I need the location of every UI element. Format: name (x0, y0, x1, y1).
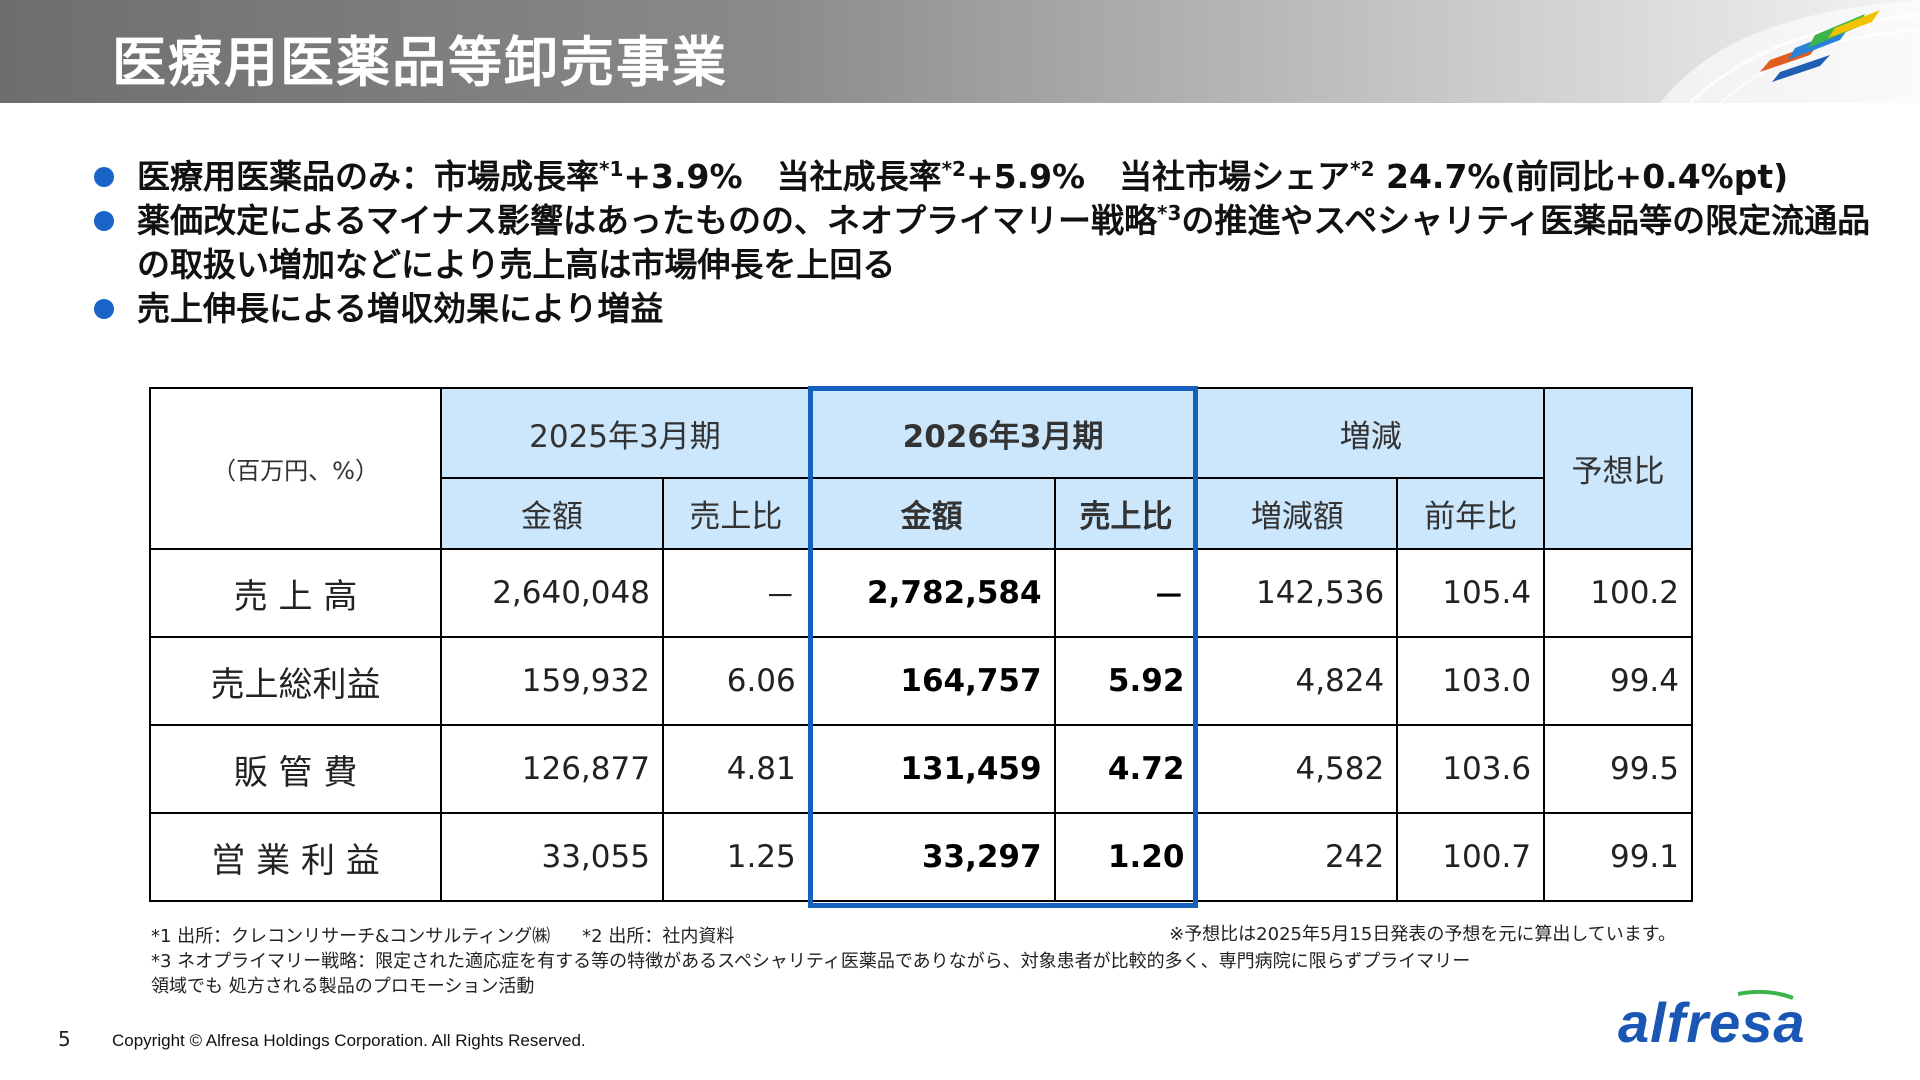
prev-amount-header: 金額 (440, 477, 664, 550)
slide-header: 医療用医薬品等卸売事業 (0, 0, 1920, 103)
page-title: 医療用医薬品等卸売事業 (112, 31, 728, 94)
prev-ratio-cell: － (661, 548, 810, 638)
row-label: 売 上 高 (148, 548, 443, 638)
change-header: 増減 (1196, 387, 1546, 479)
yoy-cell: 105.4 (1396, 548, 1546, 638)
period-prev-header: 2025年3月期 (440, 387, 810, 479)
prev-amount-cell: 2,640,048 (440, 548, 664, 638)
change-amount-cell: 142,536 (1196, 548, 1399, 638)
table-subheader-row: 金額 売上比 金額 売上比 増減額 前年比 (150, 477, 1692, 550)
curr-amount-cell: 164,757 (807, 636, 1056, 726)
forecast-cell: 99.4 (1543, 636, 1693, 726)
prev-amount-cell: 126,877 (440, 724, 664, 814)
prev-amount-cell: 159,932 (440, 636, 664, 726)
yoy-cell: 100.7 (1396, 812, 1546, 902)
logo-text: alfresa (1618, 991, 1806, 1054)
footnote-1: *1 出所：クレコンリサーチ&コンサルティング㈱ (151, 926, 551, 947)
row-label: 売上総利益 (148, 636, 443, 726)
bullet-dot-icon (94, 211, 114, 231)
company-logo: alfresa (1618, 990, 1838, 1060)
footnotes: *1 出所：クレコンリサーチ&コンサルティング㈱ *2 出所：社内資料 *3 ネオ… (151, 924, 1470, 999)
forecast-ratio-header: 予想比 (1543, 387, 1693, 550)
curr-ratio-header: 売上比 (1053, 477, 1199, 550)
prev-amount-cell: 33,055 (440, 812, 664, 902)
forecast-cell: 99.1 (1543, 812, 1693, 902)
prev-ratio-cell: 6.06 (661, 636, 810, 726)
forecast-cell: 100.2 (1543, 548, 1693, 638)
forecast-note: ※予想比は2025年5月15日発表の予想を元に算出しています。 (1169, 924, 1676, 945)
table-header-row: （百万円、%） 2025年3月期 2026年3月期 増減 予想比 (148, 387, 1693, 550)
bullet-sales-strategy: 薬価改定によるマイナス影響はあったものの、ネオプライマリー戦略*3の推進やスペシ… (92, 199, 1892, 287)
header-decoration-icon (1660, 0, 1920, 103)
bullet-dot-icon (94, 167, 114, 187)
row-label: 営 業 利 益 (148, 812, 443, 902)
footnote-3-line2: 領域でも 処方される製品のプロモーション活動 (151, 976, 535, 997)
prev-ratio-cell: 1.25 (661, 812, 810, 902)
curr-ratio-cell: 5.92 (1053, 636, 1199, 726)
yoy-cell: 103.6 (1396, 724, 1546, 814)
curr-ratio-cell: 4.72 (1053, 724, 1199, 814)
prev-ratio-cell: 4.81 (661, 724, 810, 814)
table-row: 売上総利益 159,932 6.06 164,757 5.92 4,824 10… (148, 636, 1693, 726)
curr-ratio-cell: 1.20 (1053, 812, 1199, 902)
curr-amount-header: 金額 (807, 477, 1056, 550)
row-label: 販 管 費 (148, 724, 443, 814)
page-number: 5 (58, 1027, 71, 1051)
table-row: 営 業 利 益 33,055 1.25 33,297 1.20 242 100.… (148, 812, 1693, 902)
summary-bullets: 医療用医薬品のみ：市場成長率*1+3.9% 当社成長率*2+5.9% 当社市場シェア… (92, 155, 1892, 331)
forecast-cell: 99.5 (1543, 724, 1693, 814)
copyright: Copyright © Alfresa Holdings Corporation… (112, 1031, 586, 1050)
table-row: 販 管 費 126,877 4.81 131,459 4.72 4,582 10… (148, 724, 1693, 814)
prev-ratio-header: 売上比 (661, 477, 810, 550)
yoy-cell: 103.0 (1396, 636, 1546, 726)
yoy-header: 前年比 (1396, 477, 1546, 550)
curr-amount-cell: 2,782,584 (807, 548, 1056, 638)
curr-ratio-cell: － (1053, 548, 1199, 638)
bullet-profit: 売上伸長による増収効果により増益 (92, 287, 1892, 331)
footnote-3-line1: *3 ネオプライマリー戦略：限定された適応症を有する等の特徴があるスペシャリティ… (151, 951, 1471, 972)
change-amount-cell: 242 (1196, 812, 1399, 902)
logo-swoosh-icon (1737, 990, 1794, 1000)
change-amount-header: 増減額 (1196, 477, 1399, 550)
curr-amount-cell: 33,297 (807, 812, 1056, 902)
change-amount-cell: 4,824 (1196, 636, 1399, 726)
period-curr-header: 2026年3月期 (807, 387, 1199, 479)
footnote-2: *2 出所：社内資料 (582, 926, 735, 947)
change-amount-cell: 4,582 (1196, 724, 1399, 814)
table-row: 売 上 高 2,640,048 － 2,782,584 － 142,536 10… (148, 548, 1693, 638)
bullet-dot-icon (94, 299, 114, 319)
curr-amount-cell: 131,459 (807, 724, 1056, 814)
bullet-market-growth: 医療用医薬品のみ：市場成長率*1+3.9% 当社成長率*2+5.9% 当社市場シェア… (92, 155, 1892, 199)
unit-label: （百万円、%） (148, 387, 443, 550)
financial-table: （百万円、%） 2025年3月期 2026年3月期 増減 予想比 金額 売上比 … (148, 387, 1693, 902)
